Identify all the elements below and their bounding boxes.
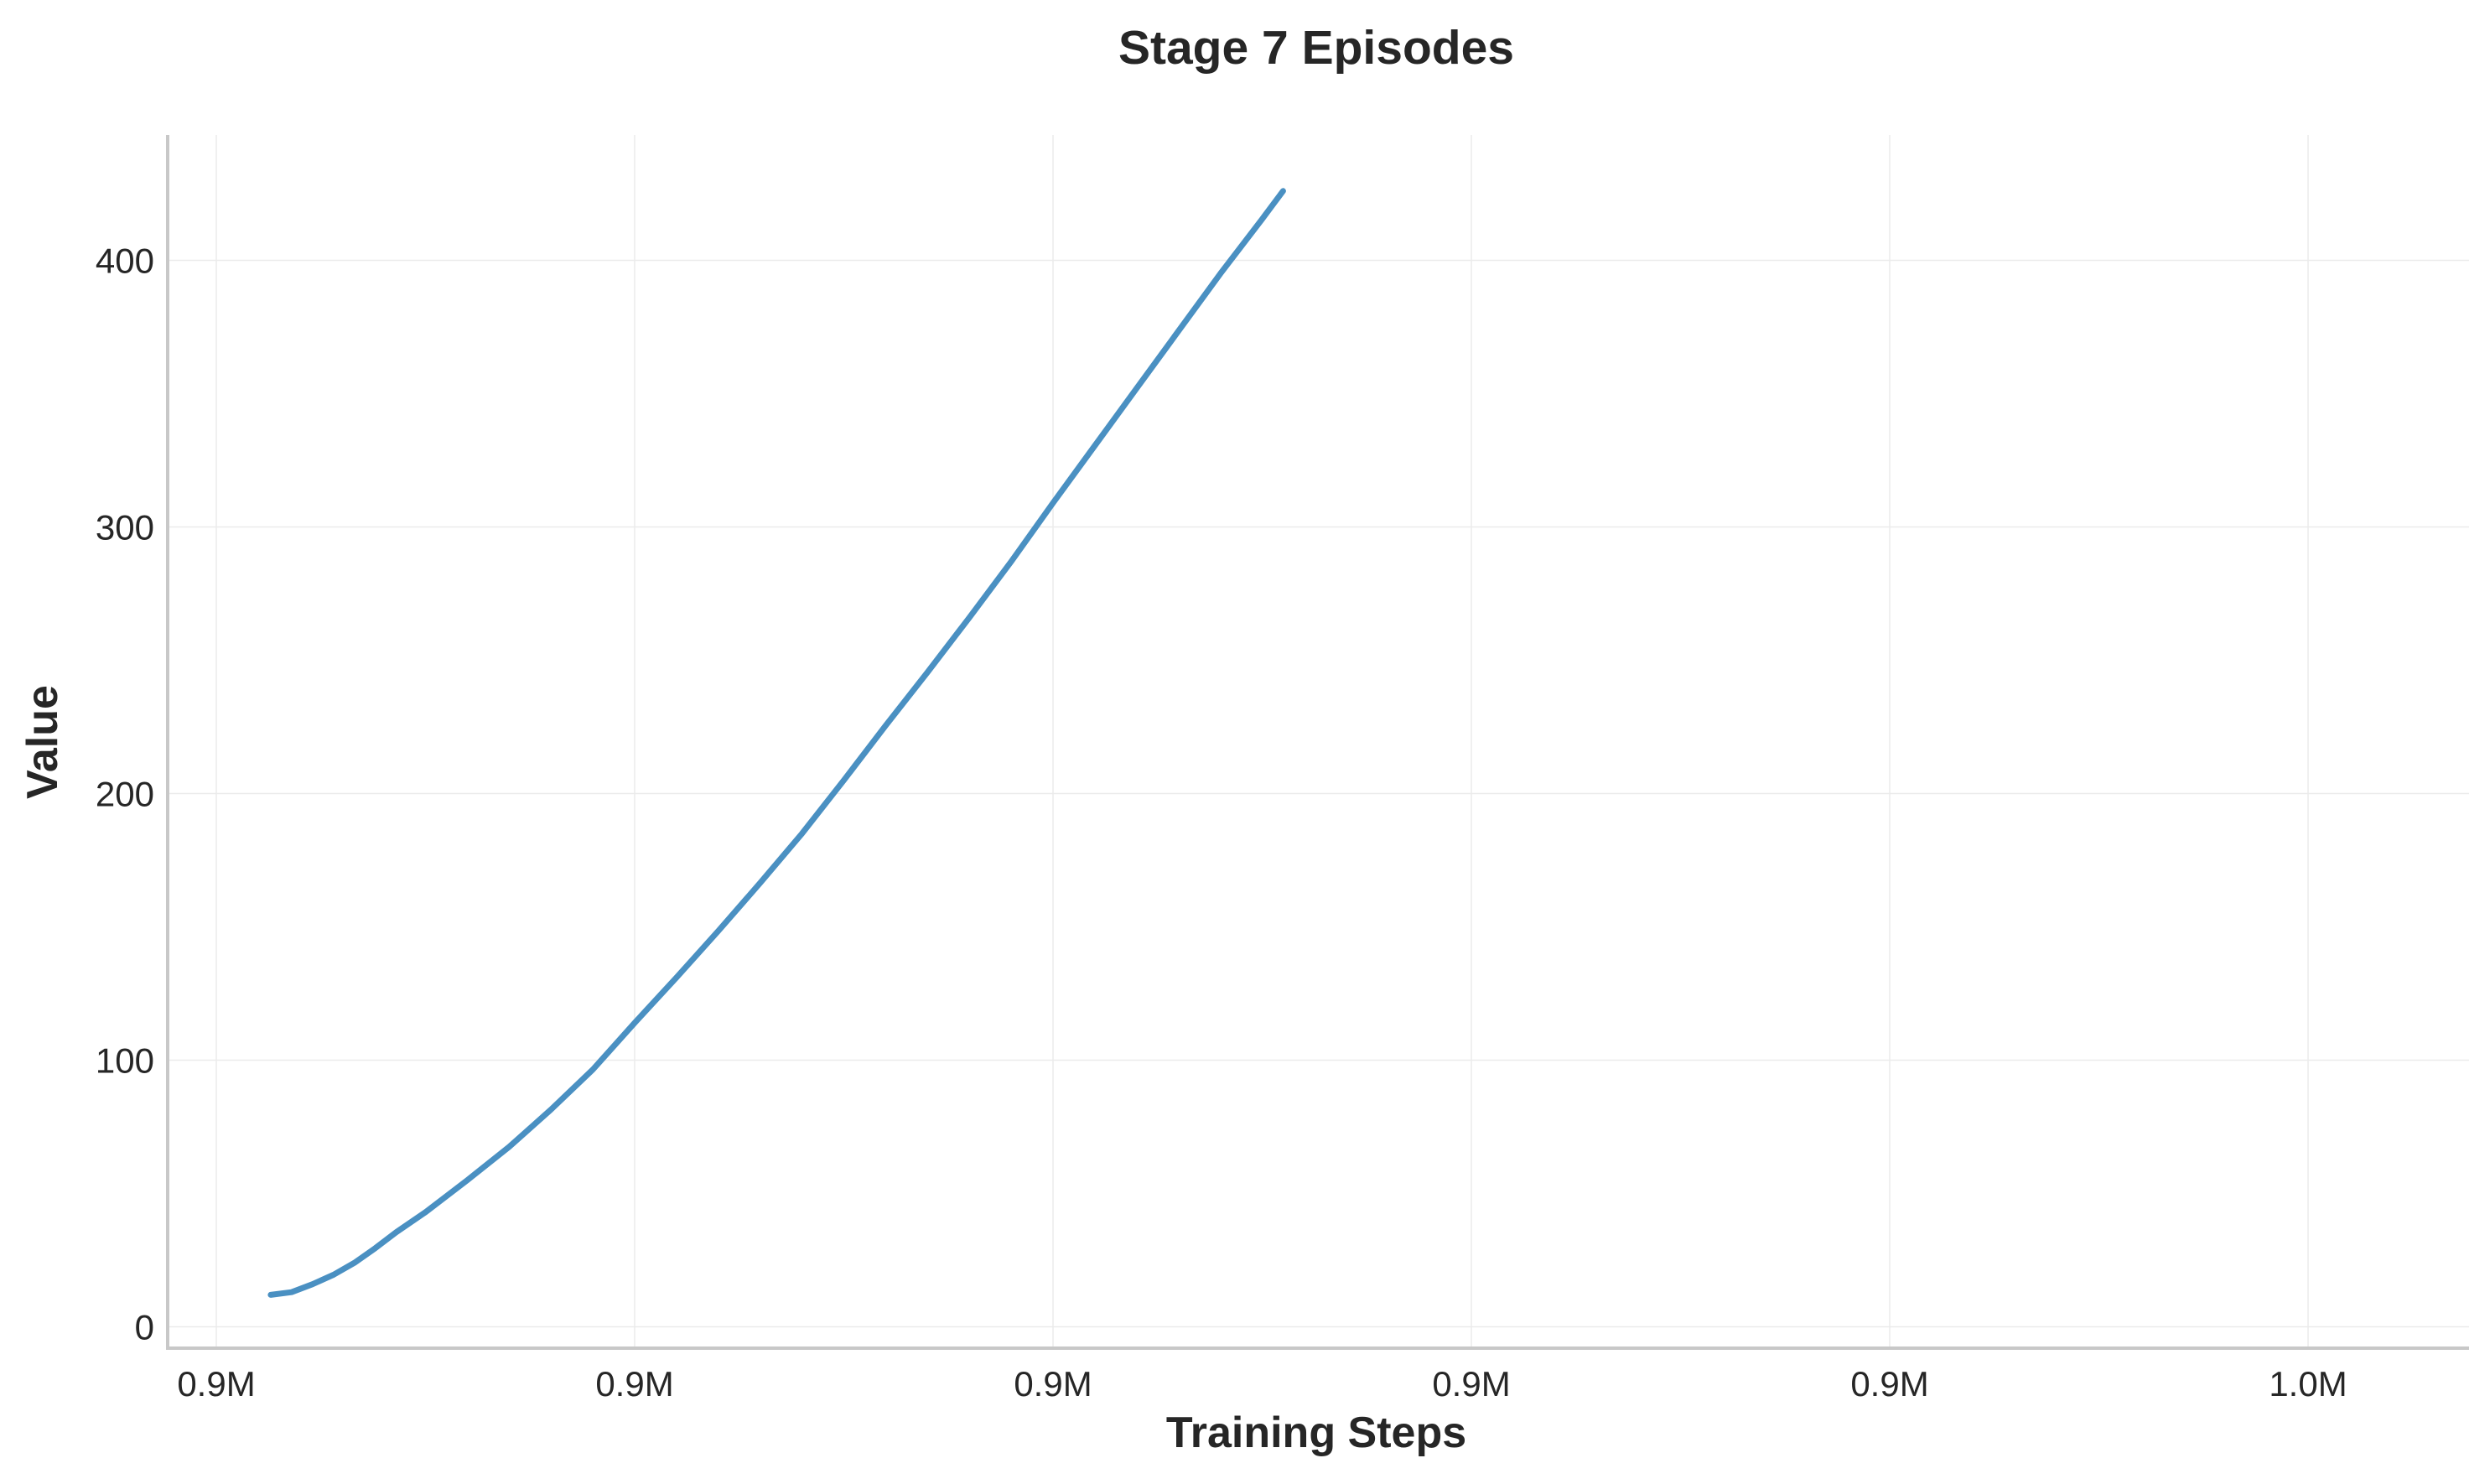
y-axis-label: Value (18, 685, 67, 799)
y-tick-label: 400 (96, 241, 154, 280)
grid (168, 135, 2469, 1348)
y-tick-label: 300 (96, 507, 154, 547)
x-tick-label: 1.0M (2269, 1364, 2347, 1404)
x-tick-label: 0.9M (1432, 1364, 1510, 1404)
axes (166, 135, 2469, 1350)
series-line-0 (267, 188, 1286, 1298)
x-tick-label: 0.9M (595, 1364, 673, 1404)
y-tick-label: 0 (135, 1308, 154, 1347)
y-tick-label: 100 (96, 1041, 154, 1081)
chart-title: Stage 7 Episodes (1118, 21, 1514, 75)
x-axis-label: Training Steps (1166, 1409, 1466, 1457)
x-tick-labels: 0.9M 0.9M 0.9M 0.9M 0.9M 1.0M (177, 1364, 2347, 1404)
y-tick-label: 200 (96, 775, 154, 814)
x-tick-label: 0.9M (1014, 1364, 1092, 1404)
x-tick-label: 0.9M (1850, 1364, 1928, 1404)
y-tick-labels: 0 100 200 300 400 (96, 241, 154, 1346)
series-layer (267, 188, 1286, 1298)
x-tick-label: 0.9M (177, 1364, 255, 1404)
